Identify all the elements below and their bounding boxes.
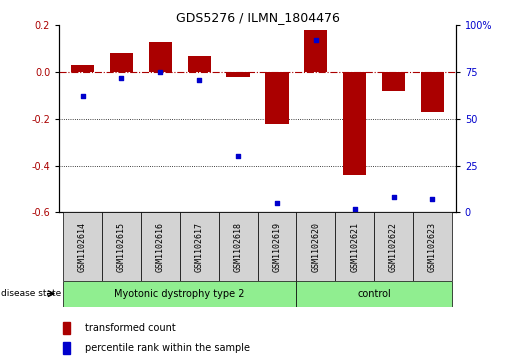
- Bar: [343, 72, 366, 175]
- Point: [117, 75, 126, 81]
- Point: [312, 37, 320, 43]
- Text: GSM1102614: GSM1102614: [78, 222, 87, 272]
- Bar: [335, 212, 374, 281]
- Bar: [63, 281, 296, 307]
- Bar: [296, 281, 452, 307]
- Text: GSM1102621: GSM1102621: [350, 222, 359, 272]
- Text: GSM1102617: GSM1102617: [195, 222, 204, 272]
- Bar: [374, 212, 413, 281]
- Point: [156, 69, 164, 75]
- Title: GDS5276 / ILMN_1804476: GDS5276 / ILMN_1804476: [176, 11, 339, 24]
- Text: Myotonic dystrophy type 2: Myotonic dystrophy type 2: [114, 289, 245, 299]
- Bar: [187, 56, 211, 72]
- Point: [389, 195, 398, 200]
- Text: transformed count: transformed count: [85, 323, 176, 333]
- Text: GSM1102623: GSM1102623: [428, 222, 437, 272]
- Bar: [180, 212, 219, 281]
- Bar: [219, 212, 258, 281]
- Bar: [63, 322, 71, 334]
- Bar: [71, 65, 94, 72]
- Bar: [141, 212, 180, 281]
- Text: percentile rank within the sample: percentile rank within the sample: [85, 343, 250, 353]
- Bar: [227, 72, 250, 77]
- Text: GSM1102616: GSM1102616: [156, 222, 165, 272]
- Text: GSM1102615: GSM1102615: [117, 222, 126, 272]
- Text: GSM1102618: GSM1102618: [234, 222, 243, 272]
- Bar: [110, 53, 133, 72]
- Bar: [421, 72, 444, 112]
- Point: [195, 77, 203, 82]
- Point: [234, 153, 242, 159]
- Text: disease state: disease state: [1, 289, 61, 298]
- Bar: [413, 212, 452, 281]
- Point: [428, 196, 437, 202]
- Point: [78, 94, 87, 99]
- Point: [351, 206, 359, 212]
- Bar: [296, 212, 335, 281]
- Bar: [265, 72, 288, 123]
- Bar: [149, 42, 172, 72]
- Text: GSM1102622: GSM1102622: [389, 222, 398, 272]
- Bar: [102, 212, 141, 281]
- Bar: [63, 212, 102, 281]
- Bar: [258, 212, 296, 281]
- Text: control: control: [357, 289, 391, 299]
- Point: [273, 200, 281, 206]
- Bar: [63, 342, 71, 354]
- Bar: [382, 72, 405, 91]
- Text: GSM1102620: GSM1102620: [311, 222, 320, 272]
- Bar: [304, 30, 328, 72]
- Text: GSM1102619: GSM1102619: [272, 222, 281, 272]
